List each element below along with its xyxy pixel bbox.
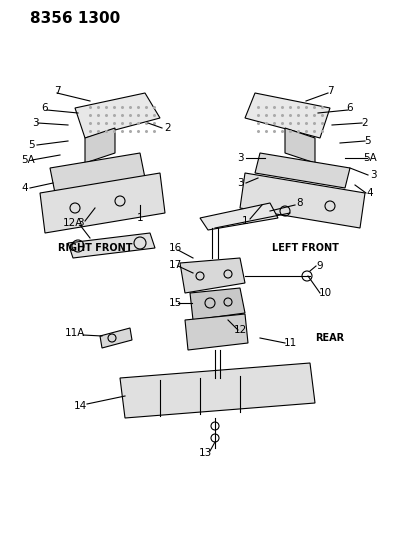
Polygon shape bbox=[189, 288, 245, 320]
Polygon shape bbox=[239, 173, 364, 228]
Text: 9: 9 bbox=[316, 261, 323, 271]
Text: LEFT FRONT: LEFT FRONT bbox=[271, 243, 337, 253]
Text: 5: 5 bbox=[364, 136, 371, 146]
Text: 6: 6 bbox=[346, 103, 353, 113]
Text: 3: 3 bbox=[31, 118, 38, 128]
Text: 3: 3 bbox=[236, 153, 243, 163]
Text: 4: 4 bbox=[22, 183, 28, 193]
Polygon shape bbox=[184, 314, 247, 350]
Text: 7: 7 bbox=[326, 86, 333, 96]
Text: 1: 1 bbox=[241, 216, 248, 226]
Text: 10: 10 bbox=[318, 288, 331, 298]
Text: 6: 6 bbox=[42, 103, 48, 113]
Text: RIGHT FRONT: RIGHT FRONT bbox=[58, 243, 132, 253]
Text: 5A: 5A bbox=[21, 155, 35, 165]
Text: 14: 14 bbox=[73, 401, 86, 411]
Text: 7: 7 bbox=[54, 86, 60, 96]
Text: 8: 8 bbox=[296, 198, 303, 208]
Polygon shape bbox=[120, 363, 314, 418]
Text: 5A: 5A bbox=[362, 153, 376, 163]
Text: 16: 16 bbox=[168, 243, 181, 253]
Polygon shape bbox=[68, 233, 155, 258]
Polygon shape bbox=[40, 173, 164, 233]
Text: REAR: REAR bbox=[315, 333, 344, 343]
Text: 12: 12 bbox=[233, 325, 246, 335]
Text: 3: 3 bbox=[236, 178, 243, 188]
Text: 1: 1 bbox=[136, 213, 143, 223]
Text: 13: 13 bbox=[198, 448, 211, 458]
Text: 8356 1300: 8356 1300 bbox=[30, 11, 120, 26]
Text: 3: 3 bbox=[369, 170, 375, 180]
Text: 5: 5 bbox=[29, 140, 35, 150]
Text: 2: 2 bbox=[164, 123, 171, 133]
Polygon shape bbox=[180, 258, 245, 293]
Polygon shape bbox=[50, 153, 145, 193]
Text: 3: 3 bbox=[76, 218, 83, 228]
Polygon shape bbox=[284, 128, 314, 163]
Text: 11: 11 bbox=[283, 338, 296, 348]
Polygon shape bbox=[75, 93, 160, 138]
Polygon shape bbox=[200, 203, 277, 230]
Text: 4: 4 bbox=[366, 188, 373, 198]
Text: 12A: 12A bbox=[63, 218, 83, 228]
Polygon shape bbox=[100, 328, 132, 348]
Polygon shape bbox=[254, 153, 349, 188]
Polygon shape bbox=[85, 128, 115, 163]
Polygon shape bbox=[245, 93, 329, 138]
Text: 2: 2 bbox=[361, 118, 367, 128]
Text: 15: 15 bbox=[168, 298, 181, 308]
Text: 17: 17 bbox=[168, 260, 181, 270]
Text: 11A: 11A bbox=[65, 328, 85, 338]
